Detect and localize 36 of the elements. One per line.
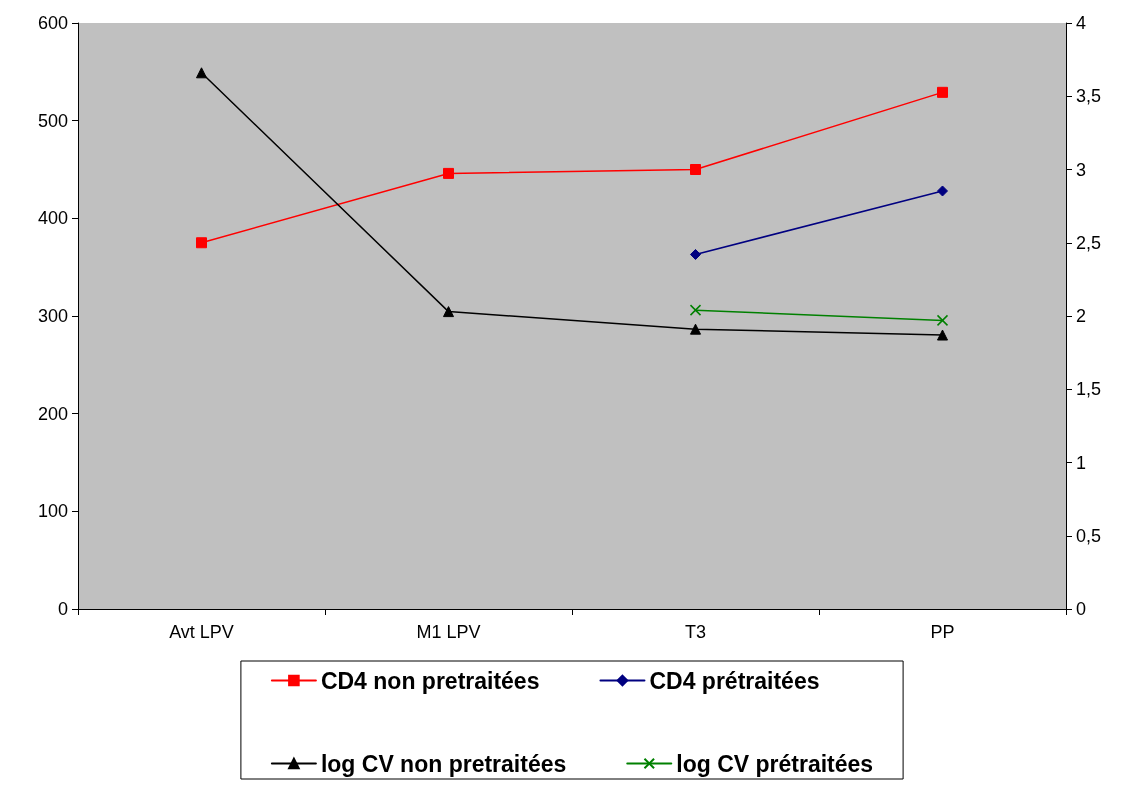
point (196, 237, 207, 249)
point (937, 86, 948, 98)
y-tick-label: 500 (37, 110, 68, 131)
x-tick-label: M1 LPV (416, 622, 481, 642)
y2-tick-label: 0,5 (1076, 525, 1102, 546)
x-tick-label: T3 (684, 622, 707, 642)
y-tick-label: 100 (37, 501, 68, 522)
y2-tick-label: 1 (1076, 452, 1087, 473)
point (689, 304, 702, 316)
legend-label: log CV non pretraitées (320, 750, 567, 777)
y-tick-label: 200 (37, 403, 68, 424)
y2-tick-label: 4 (1076, 13, 1087, 33)
y2-tick-label: 2 (1076, 306, 1087, 326)
x-tick-label: PP (930, 622, 955, 642)
point (937, 329, 948, 341)
y-tick-label: 400 (37, 208, 68, 229)
point (443, 167, 454, 179)
legend-label: CD4 non pretraitées (320, 667, 540, 694)
point (690, 248, 701, 260)
y-tick-label: 0 (57, 599, 68, 619)
point (443, 306, 454, 318)
y2-tick-label: 3,5 (1076, 86, 1102, 107)
y2-tick-label: 2,5 (1076, 232, 1102, 253)
y2-tick-label: 0 (1076, 599, 1087, 619)
y2-tick-label: 3 (1076, 159, 1087, 180)
point (937, 185, 948, 197)
y-tick-label: 300 (37, 306, 68, 326)
point (690, 323, 701, 335)
legend-label: log CV prétraitées (676, 750, 874, 777)
x-tick-label: Avt LPV (169, 622, 234, 642)
point (936, 314, 949, 327)
legend-label: CD4 prétraitées (649, 667, 820, 694)
y-tick-label: 600 (37, 13, 68, 33)
point (196, 67, 207, 79)
y2-tick-label: 1,5 (1076, 379, 1102, 400)
point (690, 164, 701, 175)
